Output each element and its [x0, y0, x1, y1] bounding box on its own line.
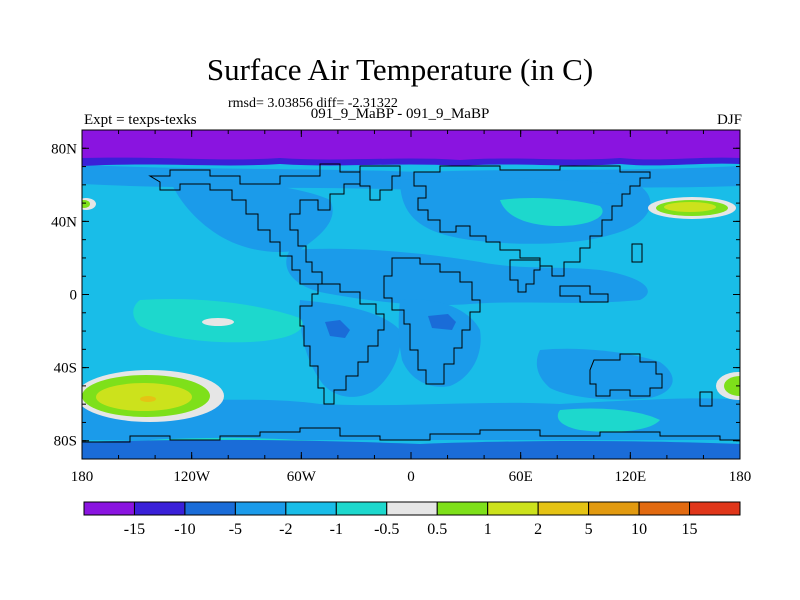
coast-australia: [589, 353, 663, 397]
colorbar-label-11: 15: [682, 521, 698, 538]
field-cyan-2: [500, 198, 603, 226]
coast-greenland: [359, 165, 401, 201]
y-tick-label-4: 80S: [54, 434, 77, 450]
colorbar: [83, 501, 741, 516]
colorbar-swatch-7: [436, 501, 489, 516]
colorbar-swatch-9: [537, 501, 590, 516]
field-arctic-edge: [82, 157, 740, 166]
colorbar-swatch-2: [184, 501, 236, 516]
contour-field: [82, 130, 740, 459]
field-na: [170, 179, 333, 253]
colorbar-label-7: 1: [484, 521, 492, 538]
colorbar-swatch-3: [234, 501, 287, 516]
field-central: [286, 248, 648, 306]
y-tick-label-3: 40S: [54, 361, 77, 377]
coast-north-america: [148, 163, 361, 285]
colorbar-label-3: -2: [279, 521, 292, 538]
season-label: DJF: [716, 112, 742, 128]
field-southern: [82, 398, 740, 440]
axis-ticks: [81, 130, 741, 459]
field-australia: [536, 348, 673, 400]
experiment-caption: 091_9_MaBP - 091_9_MaBP: [310, 106, 490, 122]
field-sa: [299, 300, 401, 397]
coast-nz: [699, 391, 713, 407]
x-tick-label-3: 0: [407, 469, 415, 485]
colorbar-swatch-1: [133, 501, 186, 516]
coast-india: [509, 259, 541, 293]
colorbar-label-6: 0.5: [427, 521, 447, 538]
x-tick-label-2: 60W: [287, 469, 317, 485]
colorbar-label-9: 5: [585, 521, 593, 538]
x-tick-label-4: 60E: [509, 469, 533, 485]
field-sa-cold: [325, 320, 350, 338]
field-antarctic: [82, 439, 740, 459]
field-af-cold: [428, 314, 456, 330]
field-sp-warm: [82, 370, 740, 422]
colorbar-labels: -15 -10 -5 -2 -1 -0.5 0.5 1 2 5 10 15: [124, 521, 698, 538]
stats-label: rmsd= 3.03856 diff= -2.31322: [228, 96, 398, 111]
field-np-warm: [82, 197, 736, 219]
axis-tick-labels: 180 120W 60W 0 60E 120E 180 80N 40N 0 40S 80S: [51, 141, 751, 485]
colorbar-swatch-5: [335, 501, 388, 516]
y-tick-label-2: 0: [70, 288, 78, 304]
expt-label: Expt = texps-texks: [84, 112, 197, 128]
colorbar-label-2: -5: [229, 521, 242, 538]
x-tick-label-6: 180: [729, 469, 752, 485]
x-tick-label-0: 180: [71, 469, 94, 485]
field-white-patch: [202, 318, 234, 326]
coast-indonesia: [559, 285, 609, 303]
colorbar-label-8: 2: [534, 521, 542, 538]
colorbar-label-5: -0.5: [374, 521, 399, 538]
colorbar-swatch-8: [487, 501, 539, 516]
field-cyan-3: [557, 408, 660, 432]
coast-south-america: [299, 283, 385, 405]
colorbar-swatch-0: [83, 501, 135, 516]
colorbar-swatch-10: [588, 501, 640, 516]
colorbar-swatch-6: [386, 501, 438, 516]
coast-antarctica: [82, 427, 740, 443]
y-tick-label-0: 80N: [51, 141, 77, 157]
colorbar-swatch-11: [638, 501, 691, 516]
y-tick-label-1: 40N: [51, 214, 77, 230]
field-arctic: [82, 130, 740, 162]
chart-title: Surface Air Temperature (in C): [206, 52, 594, 87]
coast-japan: [631, 243, 643, 263]
colorbar-swatch-4: [285, 501, 337, 516]
coastlines: [82, 163, 740, 443]
field-africa: [398, 299, 481, 387]
x-tick-label-1: 120W: [173, 469, 211, 485]
x-tick-label-5: 120E: [614, 469, 646, 485]
colorbar-label-1: -10: [174, 521, 195, 538]
colorbar-label-0: -15: [124, 521, 145, 538]
colorbar-swatch-12: [689, 501, 741, 516]
colorbar-label-4: -1: [330, 521, 343, 538]
coast-eurasia: [413, 165, 651, 277]
colorbar-label-10: 10: [631, 521, 647, 538]
coast-africa: [383, 257, 481, 385]
